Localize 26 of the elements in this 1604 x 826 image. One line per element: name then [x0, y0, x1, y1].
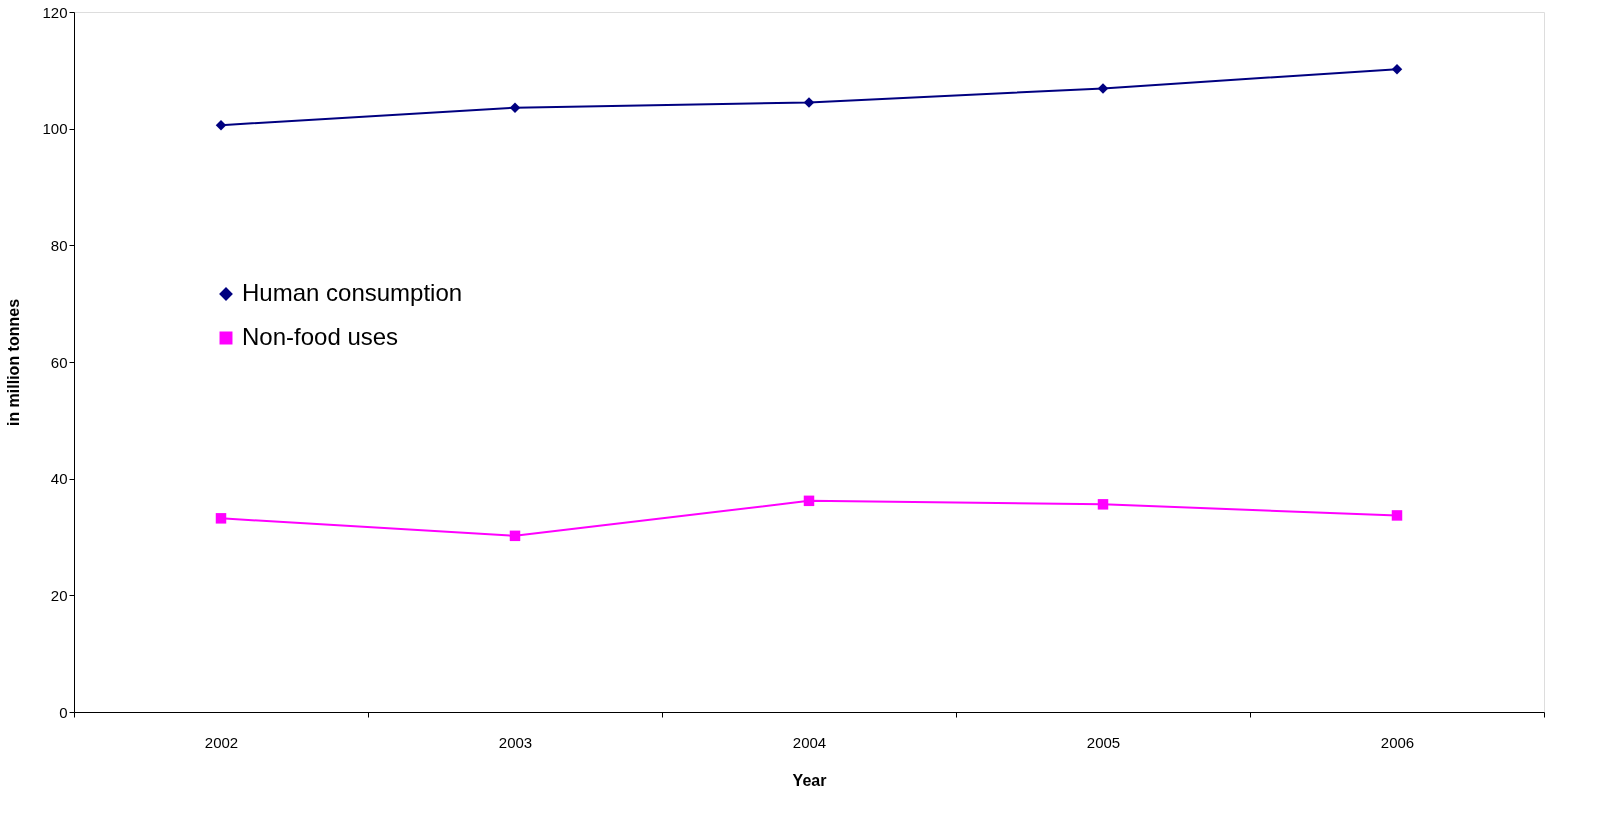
y-tick-label: 100 [42, 120, 68, 138]
y-tick-label: 80 [50, 236, 68, 254]
y-tick-label: 20 [50, 586, 68, 604]
point [215, 119, 227, 131]
legend-label: Human consumption [242, 279, 463, 306]
y-tick-label: 0 [59, 703, 68, 721]
point [215, 513, 227, 524]
point [803, 495, 815, 507]
point [1391, 510, 1403, 521]
point [509, 530, 521, 542]
y-tick-label: 40 [50, 470, 68, 488]
legend-label: Non-food uses [242, 323, 399, 350]
point [1097, 499, 1109, 510]
x-tick-label: 2006 [1380, 733, 1415, 751]
x-tick-label: 2002 [204, 733, 239, 751]
x-tick-label: 2005 [1086, 733, 1121, 751]
x-axis-title: Year [792, 771, 827, 789]
point [509, 102, 521, 113]
y-axis-title: in million tonnes [5, 298, 23, 427]
x-tick-label: 2004 [792, 733, 827, 751]
y-tick-label: 120 [42, 3, 68, 21]
point [1391, 63, 1403, 75]
point [803, 97, 815, 108]
y-tick-label: 60 [50, 353, 68, 371]
point [1097, 83, 1109, 94]
x-tick-label: 2003 [498, 733, 533, 751]
